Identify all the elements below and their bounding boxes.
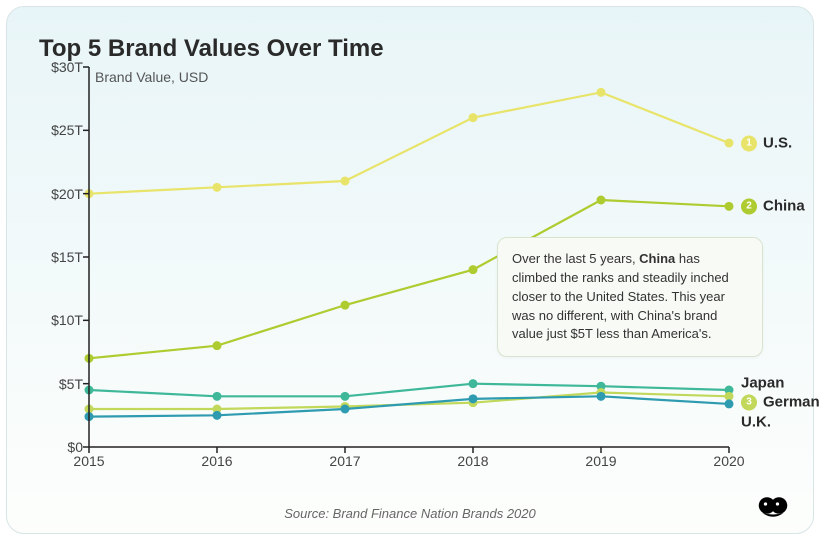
chart-title: Top 5 Brand Values Over Time bbox=[39, 35, 781, 63]
x-tick-label: 2018 bbox=[457, 453, 488, 469]
series-label-text: China bbox=[763, 198, 805, 215]
series-marker-china bbox=[597, 196, 606, 205]
series-label-text: U.S. bbox=[763, 135, 792, 152]
y-tick-label: $10T bbox=[51, 312, 83, 328]
series-label-uk: U.K. bbox=[741, 413, 771, 430]
source-citation: Source: Brand Finance Nation Brands 2020 bbox=[7, 506, 813, 521]
y-tick-label: $30T bbox=[51, 59, 83, 75]
annotation-callout: Over the last 5 years, China has climbed… bbox=[497, 237, 763, 357]
series-line-us bbox=[89, 92, 729, 193]
y-tick-label: $5T bbox=[59, 376, 83, 392]
series-marker-china bbox=[469, 265, 478, 274]
rank-badge-china: 2 bbox=[741, 198, 757, 214]
y-tick-label: $15T bbox=[51, 249, 83, 265]
y-tick-label: $20T bbox=[51, 186, 83, 202]
chart-card: Top 5 Brand Values Over Time Brand Value… bbox=[6, 6, 814, 534]
series-marker-japan bbox=[341, 392, 350, 401]
series-marker-uk bbox=[469, 394, 478, 403]
series-label-text: Germany bbox=[763, 394, 820, 411]
series-label-text: Japan bbox=[741, 375, 784, 392]
series-marker-uk bbox=[725, 399, 734, 408]
plot-area: $0$5T$10T$15T$20T$25T$30T201520162017201… bbox=[89, 67, 729, 447]
series-marker-japan bbox=[469, 379, 478, 388]
series-marker-china bbox=[341, 301, 350, 310]
brand-logo-icon bbox=[755, 495, 791, 519]
series-label-china: 2 China bbox=[741, 198, 805, 215]
series-line-uk bbox=[89, 396, 729, 416]
y-tick-label: $25T bbox=[51, 122, 83, 138]
series-marker-japan bbox=[213, 392, 222, 401]
series-marker-china bbox=[213, 341, 222, 350]
x-tick-label: 2019 bbox=[585, 453, 616, 469]
series-label-germany: 3 Germany bbox=[741, 394, 820, 411]
series-marker-us bbox=[341, 177, 350, 186]
series-marker-us bbox=[725, 139, 734, 148]
rank-badge-us: 1 bbox=[741, 135, 757, 151]
x-tick-label: 2015 bbox=[73, 453, 104, 469]
series-marker-uk bbox=[597, 392, 606, 401]
series-marker-china bbox=[725, 202, 734, 211]
series-marker-us bbox=[213, 183, 222, 192]
x-tick-label: 2020 bbox=[713, 453, 744, 469]
series-marker-uk bbox=[341, 405, 350, 414]
series-marker-us bbox=[597, 88, 606, 97]
x-tick-label: 2016 bbox=[201, 453, 232, 469]
rank-badge-germany: 3 bbox=[741, 394, 757, 410]
series-marker-uk bbox=[213, 411, 222, 420]
series-label-us: 1 U.S. bbox=[741, 135, 792, 152]
series-label-japan: Japan bbox=[741, 375, 784, 392]
series-marker-us bbox=[469, 113, 478, 122]
series-label-text: U.K. bbox=[741, 413, 771, 430]
x-tick-label: 2017 bbox=[329, 453, 360, 469]
chart-wrap: Brand Value, USD $0$5T$10T$15T$20T$25T$3… bbox=[39, 67, 781, 477]
